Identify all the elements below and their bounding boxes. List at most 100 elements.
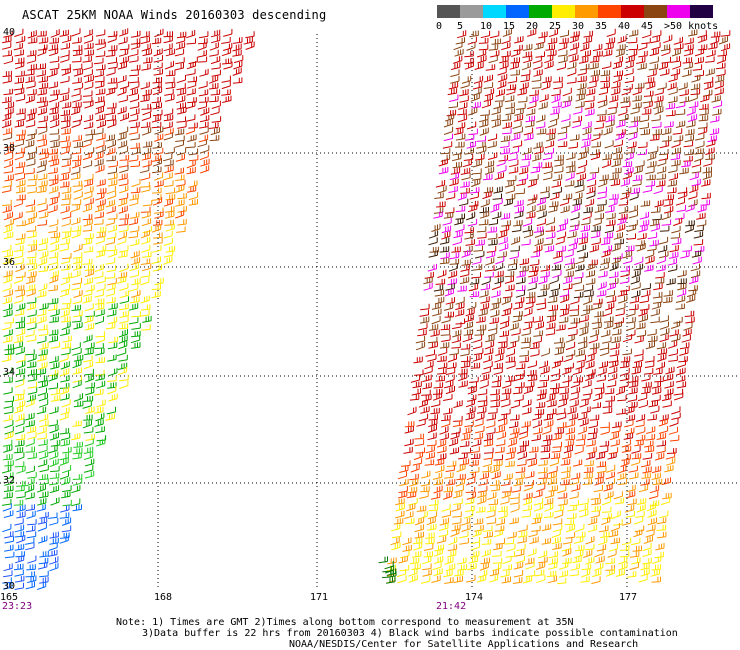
wind-barb bbox=[689, 276, 699, 285]
wind-barb bbox=[512, 577, 523, 584]
wind-barb bbox=[636, 426, 646, 435]
wind-barb bbox=[587, 524, 598, 533]
wind-barb bbox=[209, 135, 220, 142]
wind-barb bbox=[84, 315, 94, 324]
wind-barb bbox=[589, 56, 600, 63]
wind-barb bbox=[484, 340, 495, 350]
wind-barb bbox=[586, 173, 596, 182]
wind-barb bbox=[465, 486, 476, 493]
wind-barb bbox=[164, 127, 174, 136]
wind-barb bbox=[95, 236, 105, 245]
wind-barb bbox=[472, 159, 483, 168]
wind-barb bbox=[95, 64, 106, 71]
wind-barb bbox=[448, 94, 459, 102]
wind-barb bbox=[543, 511, 554, 518]
wind-barb bbox=[140, 95, 150, 103]
wind-barb bbox=[71, 155, 82, 162]
wind-barb bbox=[458, 198, 469, 207]
wind-barb bbox=[654, 551, 664, 559]
wind-barb bbox=[679, 348, 689, 356]
wind-barb bbox=[462, 159, 472, 168]
wind-barb bbox=[393, 518, 404, 525]
wind-barb bbox=[433, 548, 443, 557]
wind-barb bbox=[152, 219, 163, 226]
wind-barb bbox=[38, 265, 48, 273]
wind-barb bbox=[72, 296, 82, 305]
wind-barb bbox=[408, 498, 418, 506]
wind-barb bbox=[141, 185, 151, 193]
wind-barb bbox=[209, 42, 219, 51]
wind-barb bbox=[519, 265, 529, 273]
wind-barb bbox=[583, 549, 593, 558]
wind-barb bbox=[561, 100, 571, 109]
wind-barb bbox=[488, 407, 498, 414]
wind-barb bbox=[579, 315, 589, 323]
wind-barb bbox=[118, 146, 129, 155]
wind-barb bbox=[453, 41, 463, 51]
wind-barb bbox=[650, 316, 660, 324]
wind-barb bbox=[176, 147, 187, 156]
wind-barb bbox=[440, 148, 451, 155]
colorbar-swatch bbox=[506, 5, 529, 18]
wind-barb bbox=[479, 290, 489, 298]
wind-barb bbox=[607, 452, 617, 460]
wind-barb bbox=[14, 309, 25, 316]
wind-barb bbox=[623, 83, 633, 90]
wind-barb bbox=[684, 44, 694, 52]
wind-barb bbox=[107, 34, 117, 43]
wind-barb bbox=[200, 145, 210, 154]
wind-barb bbox=[519, 82, 529, 91]
wind-barb bbox=[37, 198, 47, 206]
wind-barb bbox=[36, 368, 47, 376]
wind-barb bbox=[561, 543, 572, 552]
wind-barb bbox=[476, 316, 486, 323]
wind-barb bbox=[61, 298, 72, 305]
wind-barb bbox=[591, 237, 601, 246]
wind-barb bbox=[72, 478, 83, 486]
wind-barb bbox=[525, 212, 536, 219]
wind-barb bbox=[106, 114, 116, 122]
wind-barb bbox=[518, 524, 528, 533]
wind-barb bbox=[527, 360, 537, 369]
wind-barb bbox=[590, 231, 601, 239]
wind-barb bbox=[477, 388, 488, 396]
wind-barb bbox=[457, 285, 467, 292]
wind-barb bbox=[655, 272, 665, 279]
wind-barb bbox=[38, 329, 49, 336]
wind-barb bbox=[119, 112, 129, 122]
wind-barb bbox=[549, 113, 559, 123]
wind-barb bbox=[428, 341, 438, 349]
wind-barb bbox=[2, 296, 12, 305]
wind-barb bbox=[475, 153, 485, 161]
wind-barb bbox=[14, 151, 24, 161]
wind-barb bbox=[625, 406, 635, 415]
wind-barb bbox=[61, 517, 72, 526]
wind-barb bbox=[491, 119, 501, 128]
wind-barb bbox=[117, 75, 127, 84]
wind-barb bbox=[668, 173, 678, 181]
wind-barb bbox=[492, 563, 502, 572]
wind-barb bbox=[662, 135, 672, 142]
wind-barb bbox=[4, 218, 14, 227]
wind-barb bbox=[439, 257, 450, 265]
wind-barb bbox=[107, 213, 118, 220]
wind-barb bbox=[4, 343, 14, 351]
wind-barb bbox=[414, 433, 424, 440]
wind-barb bbox=[422, 374, 432, 383]
wind-barb bbox=[479, 210, 490, 219]
wind-barb bbox=[396, 569, 407, 578]
wind-barb bbox=[105, 87, 116, 96]
wind-barb bbox=[27, 374, 38, 382]
wind-barb bbox=[587, 348, 597, 357]
wind-barb bbox=[530, 166, 540, 174]
wind-barb bbox=[83, 191, 93, 200]
wind-barb bbox=[589, 75, 599, 83]
wind-barb bbox=[14, 139, 24, 148]
wind-barb bbox=[513, 114, 524, 122]
wind-barb bbox=[486, 505, 497, 513]
wind-barb bbox=[107, 385, 117, 395]
wind-barb bbox=[165, 245, 176, 253]
wind-barb bbox=[59, 512, 70, 519]
wind-barb bbox=[467, 381, 477, 389]
wind-barb bbox=[95, 426, 105, 434]
